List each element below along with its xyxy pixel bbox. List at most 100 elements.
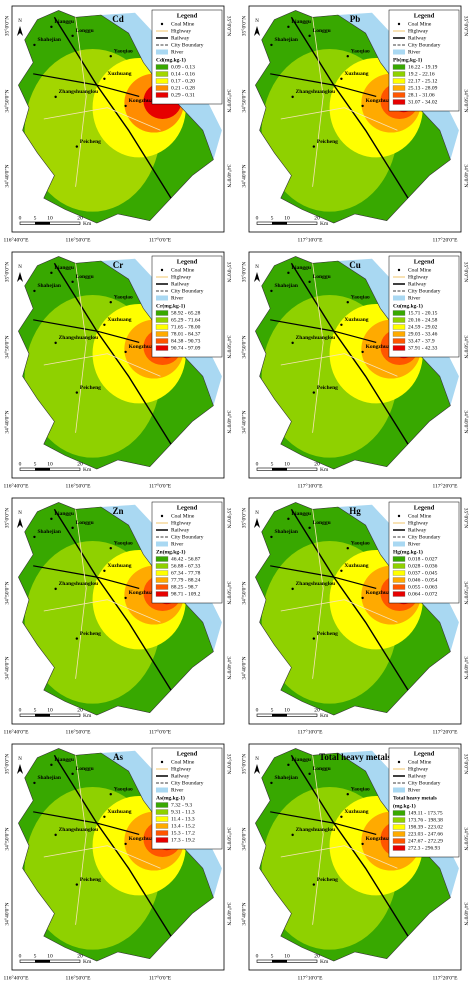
lat-label: 34°50'0"N bbox=[3, 581, 10, 604]
place-label: Longgu bbox=[313, 274, 331, 280]
place-label: Lianggu bbox=[54, 511, 74, 517]
lat-label: 34°40'0"N bbox=[240, 410, 247, 433]
scale-label: 0 bbox=[19, 215, 22, 221]
class-swatch bbox=[155, 577, 169, 583]
legend-item: Railway bbox=[408, 35, 427, 41]
legend-item: River bbox=[171, 49, 183, 55]
coal-mine bbox=[50, 25, 53, 29]
legend-item: River bbox=[171, 541, 183, 547]
legend-symbol bbox=[397, 514, 401, 518]
class-swatch bbox=[392, 64, 406, 70]
lat-label: 35°0'0"N bbox=[3, 16, 10, 36]
scale-label: 20 bbox=[314, 215, 320, 221]
coal-mine bbox=[312, 391, 316, 394]
lon-label: 117°20'0"E bbox=[432, 974, 458, 981]
coal-mine bbox=[33, 289, 36, 293]
panel-title: Pb bbox=[350, 14, 361, 24]
place-label: Shahejian bbox=[37, 529, 61, 535]
coal-mine bbox=[33, 535, 36, 539]
legend-symbol bbox=[156, 787, 168, 793]
legend-item: City Boundary bbox=[408, 288, 441, 294]
class-swatch bbox=[155, 331, 169, 337]
legend-item: City Boundary bbox=[171, 288, 204, 294]
class-swatch bbox=[155, 64, 169, 70]
coal-mine bbox=[346, 55, 349, 58]
panel-title: Total heavy metals bbox=[319, 752, 391, 762]
class-swatch bbox=[155, 556, 169, 562]
lat-label: 34°50'0"N bbox=[226, 89, 233, 112]
class-swatch bbox=[155, 823, 169, 829]
class-swatch bbox=[392, 824, 406, 830]
class-title: Total heavy metals bbox=[393, 795, 437, 801]
lon-label: 116°50'0"E bbox=[65, 236, 91, 243]
lon-label: 117°20'0"E bbox=[432, 728, 458, 735]
class-label: 28.1 - 31.06 bbox=[408, 92, 435, 98]
place-label: Longgu bbox=[76, 766, 94, 772]
lat-label: 34°40'0"N bbox=[3, 902, 10, 925]
class-label: 11.4 - 13.3 bbox=[171, 816, 195, 822]
lat-label: 34°40'0"N bbox=[463, 902, 470, 925]
scale-label: 5 bbox=[271, 953, 274, 959]
place-label: Xuzhuang bbox=[107, 563, 131, 569]
class-label: 0.046 - 0.054 bbox=[408, 577, 438, 583]
scale-label: 5 bbox=[34, 215, 37, 221]
class-label: 84.38 - 90.73 bbox=[171, 338, 201, 344]
place-label: Lianggu bbox=[291, 19, 311, 25]
highway bbox=[280, 599, 398, 623]
legend-item: River bbox=[408, 49, 420, 55]
lat-label: 34°40'0"N bbox=[240, 656, 247, 679]
class-label: 71.65 - 78.00 bbox=[171, 324, 201, 330]
lon-label: 116°40'0"E bbox=[3, 728, 29, 735]
place-label: Lianggu bbox=[54, 265, 74, 271]
legend-item: Railway bbox=[408, 773, 427, 779]
class-swatch bbox=[155, 816, 169, 822]
legend-item: River bbox=[408, 295, 420, 301]
railway bbox=[290, 754, 409, 937]
class-swatch bbox=[392, 71, 406, 77]
place-label: Yaoqiao bbox=[114, 48, 133, 54]
panel-title: Cu bbox=[349, 260, 361, 270]
class-label: 17.3 - 19.2 bbox=[171, 837, 195, 843]
scale-label: 0 bbox=[19, 461, 22, 467]
place-label: Xuzhuang bbox=[344, 317, 368, 323]
lat-label: 35°0'0"N bbox=[226, 262, 233, 282]
highway bbox=[43, 599, 161, 623]
panel-title: Cr bbox=[113, 260, 124, 270]
scale-label: 20 bbox=[314, 953, 320, 959]
coal-mine bbox=[109, 55, 112, 58]
lat-label: 34°40'0"N bbox=[226, 902, 233, 925]
coal-mine bbox=[340, 77, 343, 81]
coal-mine bbox=[340, 569, 343, 572]
place-label: Longgu bbox=[313, 766, 331, 772]
legend-symbol bbox=[393, 787, 405, 793]
coal-mine bbox=[340, 815, 343, 818]
legend-symbol bbox=[393, 49, 405, 55]
coal-mine bbox=[291, 587, 294, 591]
lat-label: 34°50'0"N bbox=[226, 335, 233, 358]
railway bbox=[270, 73, 377, 97]
coal-mine bbox=[270, 289, 273, 293]
coal-mine bbox=[287, 763, 290, 767]
lon-label: 116°40'0"E bbox=[3, 974, 29, 981]
place-label: Kongzhuang bbox=[366, 98, 396, 104]
class-title: Cr(mg.kg-1) bbox=[156, 302, 185, 309]
legend-item: River bbox=[171, 787, 183, 793]
class-swatch bbox=[155, 324, 169, 330]
coal-mine bbox=[54, 341, 57, 345]
scale-unit: Km bbox=[83, 713, 92, 719]
place-label: Xuzhuang bbox=[107, 317, 131, 323]
place-label: Zhangshuanglou bbox=[296, 335, 335, 341]
class-swatch bbox=[155, 830, 169, 836]
coal-mine bbox=[308, 280, 311, 284]
scale-unit: Km bbox=[320, 467, 329, 473]
class-label: 13.4 - 15.2 bbox=[171, 823, 195, 829]
coal-mine bbox=[346, 793, 349, 796]
class-label: 78.01 - 84.37 bbox=[171, 331, 201, 337]
legend-item: Railway bbox=[408, 281, 427, 287]
legend-symbol bbox=[160, 22, 164, 26]
north-arrow bbox=[254, 26, 260, 36]
coal-mine bbox=[124, 104, 127, 108]
coal-mine bbox=[50, 271, 53, 275]
coal-mine bbox=[340, 323, 343, 326]
class-swatch bbox=[392, 331, 406, 337]
